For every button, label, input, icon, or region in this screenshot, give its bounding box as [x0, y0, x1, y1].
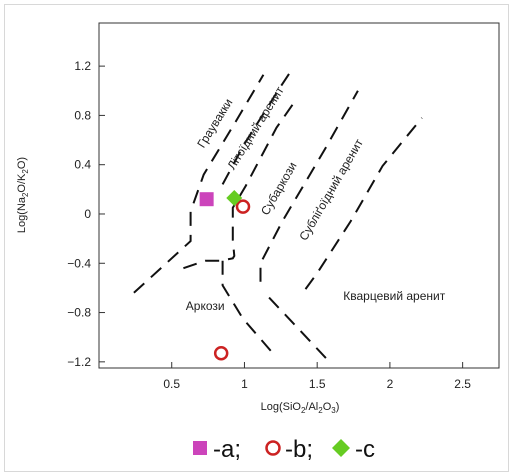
region-label: Кварцевий аренит [343, 289, 445, 303]
boundary-1 [133, 74, 265, 294]
region-label: Аркози [186, 299, 225, 313]
x-axis-title: Log(SiO2/Al2O3) [261, 401, 340, 415]
boundary-2 [221, 68, 294, 185]
boundary-lines [133, 68, 423, 359]
point-c [226, 189, 243, 206]
y-tick-label: 0.4 [74, 158, 91, 172]
boundary-3 [183, 100, 297, 270]
boundary-4 [221, 260, 276, 357]
x-tick-label: 0.5 [163, 377, 180, 391]
y-axis-title: Log(Na2O/K2O) [16, 157, 30, 233]
x-axis-ticks: 0.5 1 1.5 2 2.5 [163, 362, 471, 391]
region-label: Граувакки [194, 96, 235, 150]
figure-panel: Граувакки Літоїдний аренит Субаркози Субліґ… [4, 4, 509, 472]
boundary-7 [304, 117, 423, 290]
legend-c-marker [332, 439, 350, 457]
legend-b-label: -b; [285, 436, 313, 463]
boundary-5 [259, 90, 359, 282]
legend-b-marker [265, 440, 281, 456]
point-b [213, 345, 229, 361]
y-tick-label: 0.8 [74, 108, 91, 122]
y-tick-label: −0.8 [67, 306, 91, 320]
x-tick-label: 1.5 [309, 377, 326, 391]
boundary-6 [262, 290, 327, 359]
region-label: Літоїдний аренит [224, 84, 287, 173]
y-tick-label: 1.2 [74, 59, 91, 73]
data-points [199, 189, 251, 361]
region-label: Субаркози [258, 160, 300, 218]
legend: -a; -b; -c [193, 436, 375, 463]
plot-frame [98, 22, 500, 369]
legend-a-label: -a; [213, 436, 241, 463]
x-tick-label: 2.5 [454, 377, 471, 391]
x-tick-label: 1 [241, 377, 248, 391]
y-tick-label: −0.4 [67, 256, 91, 270]
y-tick-label: 0 [84, 207, 91, 221]
point-b [235, 199, 251, 214]
x-tick-label: 2 [387, 377, 394, 391]
legend-c-label: -c [355, 436, 375, 463]
point-a [199, 192, 214, 207]
y-tick-label: −1.2 [67, 355, 91, 369]
region-label: Субліґоїдний аренит [296, 136, 366, 243]
y-axis-ticks: 1.2 0.8 0.4 0 −0.4 −0.8 −1.2 [67, 59, 105, 369]
legend-a-marker [193, 441, 207, 455]
